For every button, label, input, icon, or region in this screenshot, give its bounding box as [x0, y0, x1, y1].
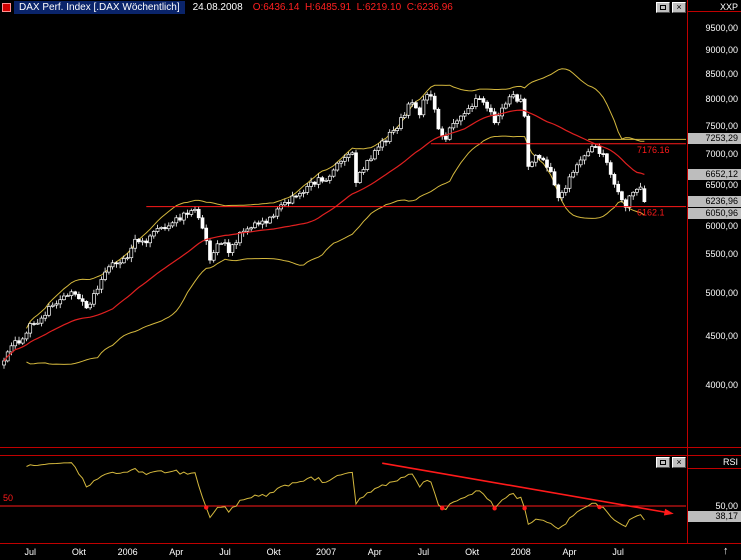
rsi-pane-corner-label: RSI [722, 457, 738, 467]
price-axis-label: 5500,00 [705, 248, 738, 259]
price-axis-label: 6000,00 [705, 220, 738, 231]
price-axis-label: 8500,00 [705, 68, 738, 79]
price-chart[interactable]: 7176.16 6162.1 [0, 14, 687, 447]
rsi-bottom-border [0, 543, 741, 544]
price-axis: XXP RSI 9500,00 9000,00 8500,00 8000,00 7500… [688, 0, 741, 560]
rsi-value-badge: 38,17 [688, 511, 741, 522]
price-axis-label: 9500,00 [705, 23, 738, 33]
price-axis-label: 8000,00 [705, 93, 738, 104]
bollinger-bands [26, 68, 645, 365]
titlebar[interactable]: DAX Perf. Index [.DAX Wöchentlich] 24.08… [0, 0, 687, 14]
restore-icon [660, 5, 666, 10]
rsi-50-label: 50 [3, 493, 14, 503]
price-pane-buttons: × [656, 2, 686, 13]
price-axis-label: 9000,00 [705, 45, 738, 56]
xxp-underline [688, 11, 741, 12]
app-icon [2, 2, 11, 12]
close-icon: × [676, 457, 682, 467]
price-pane-close-button[interactable]: × [672, 2, 686, 13]
axis-separator [687, 0, 688, 543]
time-axis-label: Okt [71, 547, 86, 557]
time-axis-label: Apr [367, 547, 382, 557]
price-axis-label: 6500,00 [705, 179, 738, 190]
time-axis-label: 2006 [117, 547, 138, 557]
time-axis-label: 2008 [510, 547, 531, 557]
time-axis-label: 2007 [316, 547, 337, 557]
rsi-pane-buttons: × [656, 457, 686, 468]
price-value-badge: 7253,29 [688, 133, 741, 145]
scroll-up-icon[interactable]: ↑ [723, 545, 729, 557]
time-axis: Jul Okt 2006 Apr Jul Okt 2007 Apr Jul Okt 2008 Apr J… [0, 545, 687, 560]
support-resistance-lines: 7176.16 6162.1 [146, 138, 686, 218]
restore-icon [660, 460, 666, 465]
panel-separator-top [0, 447, 741, 448]
ohlc-label: O:6436.14 H:6485.91 L:6219.10 C:6236.96 [252, 1, 453, 13]
rsi-pane-close-button[interactable]: × [672, 457, 686, 468]
price-value-badge: 6050,96 [688, 208, 741, 220]
price-pane-corner-label: XXP [719, 2, 738, 12]
rsi-trendline [382, 462, 674, 516]
moving-average [3, 109, 645, 362]
rsi-chart[interactable] [0, 455, 687, 543]
price-axis-label: 7000,00 [705, 149, 738, 160]
time-axis-label: Jul [24, 547, 36, 557]
svg-text:6162.1: 6162.1 [637, 208, 665, 218]
date-label: 24.08.2008 [192, 1, 243, 13]
time-axis-label: Okt [465, 547, 480, 557]
price-axis-label: 4000,00 [705, 379, 738, 390]
close-icon: × [676, 2, 682, 12]
time-axis-label: Jul [612, 547, 624, 557]
panel-separator-bottom [0, 455, 741, 456]
rsi-curve [26, 462, 645, 530]
candles [2, 90, 647, 369]
time-axis-label: Jul [219, 547, 231, 557]
price-value-badge: 6236,96 [688, 195, 741, 207]
price-value-badge: 6652,12 [688, 169, 741, 181]
svg-text:7176.16: 7176.16 [637, 145, 670, 155]
rsi-axis-label: 50,00 [715, 501, 738, 511]
time-axis-label: Jul [417, 547, 430, 557]
window-title: DAX Perf. Index [.DAX Wöchentlich] [14, 0, 185, 14]
price-axis-label: 7500,00 [705, 120, 738, 131]
time-axis-label: Apr [169, 547, 184, 557]
price-axis-label: 5000,00 [705, 287, 738, 298]
rsi-pane-restore-button[interactable] [656, 457, 670, 468]
price-pane-restore-button[interactable] [656, 2, 670, 13]
rsi-underline [688, 468, 741, 469]
time-axis-label: Okt [266, 547, 281, 557]
price-axis-label: 4500,00 [705, 331, 738, 342]
time-axis-label: Apr [562, 547, 577, 557]
